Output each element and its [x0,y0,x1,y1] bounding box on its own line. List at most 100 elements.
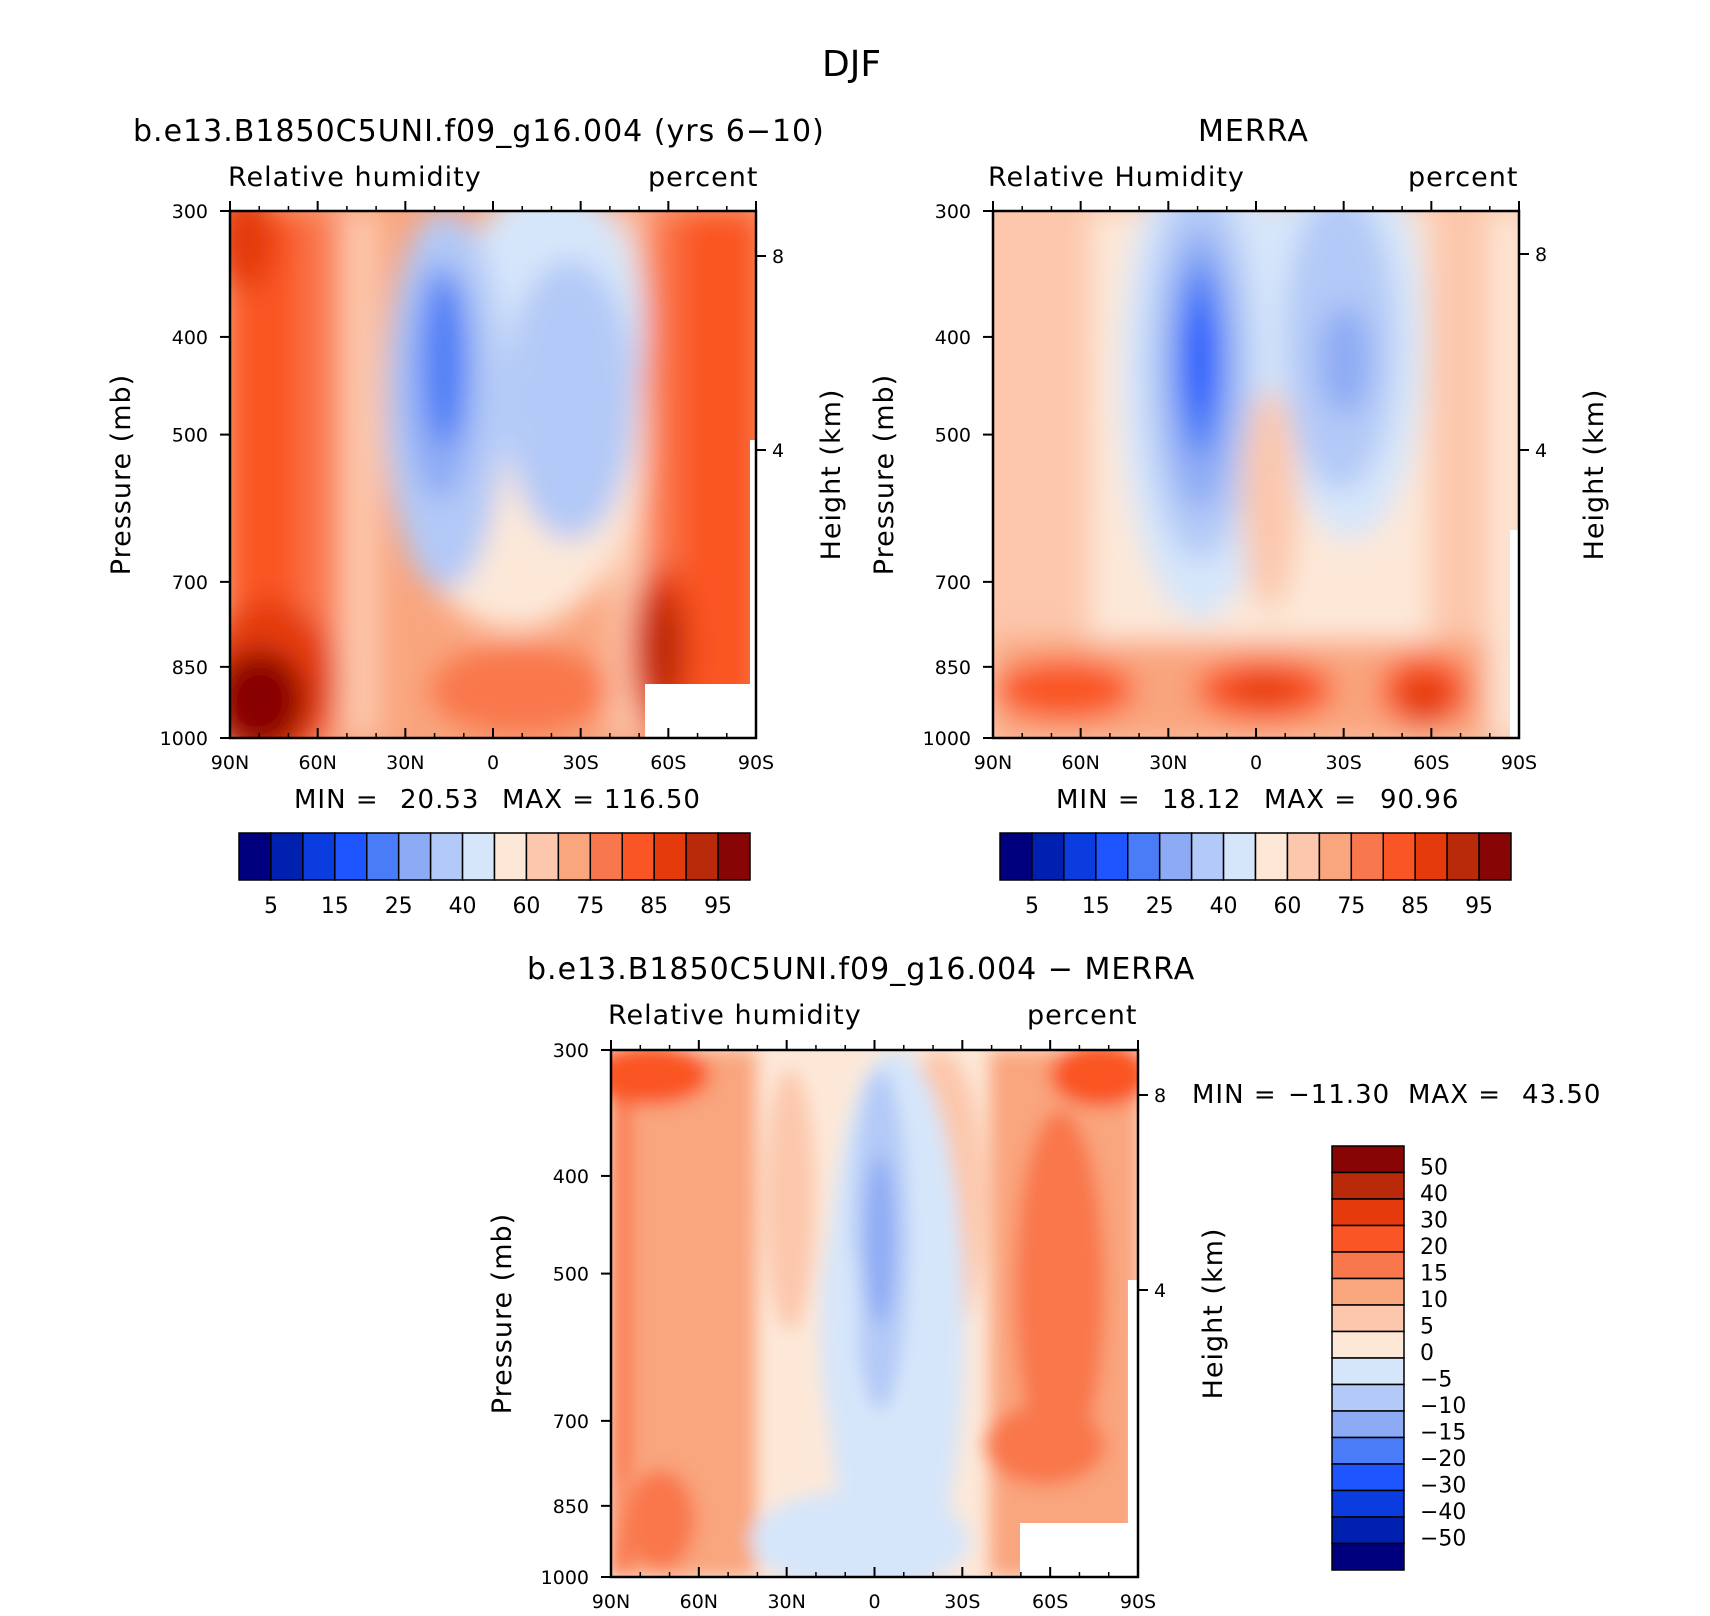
y-tick-label: 300 [553,1040,589,1062]
x-tick-label: 90S [738,752,774,774]
colorbar-swatch [1414,832,1448,881]
y-tick-label: 300 [935,201,971,223]
colorbar-swatch [302,832,336,881]
colorbar-label: −30 [1420,1474,1466,1499]
colorbar-swatch [1331,1516,1405,1545]
colorbar-label: 60 [512,894,540,919]
colorbar-swatch [1063,832,1097,881]
colorbar-swatch [1254,832,1289,881]
colorbar-swatch [589,832,623,881]
panel-2-units-label: percent [1408,162,1519,193]
y-tick-label: 1000 [160,728,208,750]
colorbar-swatch [1127,832,1161,881]
colorbar-swatch [334,832,368,881]
y-axis-title: Pressure (mb) [487,1213,518,1414]
colorbar-label: 40 [1420,1182,1448,1207]
colorbar-label: 85 [1401,894,1429,919]
height-tick-label: 8 [1154,1085,1166,1107]
panel-1-axes: 90N 60N 30N 0 30S 60S 90S 300 400 500 700 850 1000 8 4… [106,201,847,774]
colorbar-swatch [461,832,496,881]
colorbar-swatch [1331,1145,1405,1174]
panel-1-variable-label: Relative humidity [228,162,482,193]
colorbar-swatch [1158,832,1193,881]
panel-2-max-label: MAX = [1264,785,1358,815]
x-tick-label: 30N [1149,752,1187,774]
panel-3-min-label: MIN = [1192,1080,1277,1110]
panel-2-contour-fill [993,211,1519,738]
colorbar-swatch [1331,1542,1405,1571]
y-tick-label: 300 [172,201,208,223]
panel-1-min-label: MIN = [294,785,379,815]
y-tick-label: 850 [553,1496,589,1518]
y-tick-label: 400 [172,327,208,349]
colorbar-swatch [493,832,528,881]
panel-3-max-value: 43.50 [1522,1080,1602,1110]
panel-3-missing-strip [1128,1280,1138,1577]
panel-2-missing-strip [1510,530,1519,738]
y-tick-label: 500 [935,425,971,447]
colorbar-swatch [1331,1489,1405,1518]
colorbar-swatch [1031,832,1065,881]
x-tick-label: 60N [1061,752,1099,774]
colorbar-label: 0 [1420,1341,1434,1366]
y-tick-label: 850 [172,657,208,679]
x-tick-label: 0 [1250,752,1262,774]
colorbar-label: 10 [1420,1288,1448,1313]
colorbar-swatch [1331,1198,1405,1227]
panel-3-plot-area [611,1050,1138,1577]
panel-1-contour-fill [230,211,756,738]
y-tick-label: 1000 [923,728,971,750]
colorbar-label: 15 [1420,1262,1448,1287]
colorbar-swatch [1331,1463,1405,1492]
colorbar-swatch [1318,832,1353,881]
colorbar-swatch [621,832,655,881]
colorbar-swatch [1095,832,1129,881]
y-tick-label: 500 [172,425,208,447]
panel-3-axes: 90N 60N 30N 0 30S 60S 90S 300 400 500 700 850 1000 8 4… [487,1040,1229,1613]
panel-2-variable-label: Relative Humidity [988,162,1245,193]
x-tick-label: 90N [592,1591,630,1613]
colorbar-swatch [1190,832,1225,881]
panel-1-title: b.e13.B1850C5UNI.f09_g16.004 (yrs 6−10) [133,114,825,149]
panel-3-min-value: −11.30 [1288,1080,1391,1110]
height-tick-label: 4 [1154,1280,1166,1302]
panel-1-max-value: 116.50 [604,785,701,815]
panel-3-missing-region [1020,1523,1138,1577]
y-tick-label: 400 [553,1166,589,1188]
height-tick-label: 4 [1535,440,1547,462]
y-tick-label: 850 [935,657,971,679]
right-axis-title: Height (km) [1579,389,1610,561]
colorbar-label: 40 [1210,894,1238,919]
x-tick-label: 30S [563,752,599,774]
x-tick-label: 90S [1501,752,1537,774]
colorbar-label: 5 [264,894,278,919]
x-tick-label: 60S [1413,752,1449,774]
panel-1-plot-area [230,211,756,738]
colorbar-swatch [685,832,719,881]
panel-2-title: MERRA [1198,114,1309,149]
colorbar-swatch [1222,832,1257,881]
colorbar-swatch [1331,1224,1405,1253]
colorbar-swatch [999,832,1033,881]
colorbar-label: −10 [1420,1394,1466,1419]
colorbar-panel-1: 5 15 25 40 60 75 85 95 [238,832,751,919]
colorbar-swatch [366,832,400,881]
colorbar-swatch [1331,1277,1405,1306]
y-tick-label: 700 [935,572,971,594]
panel-1-units-label: percent [648,162,759,193]
colorbar-swatch [1478,832,1512,881]
x-tick-label: 30N [386,752,424,774]
y-tick-label: 400 [935,327,971,349]
colorbar-label: 25 [1146,894,1174,919]
colorbar-swatch [1331,1410,1405,1439]
colorbar-label: −5 [1420,1368,1452,1393]
right-axis-title: Height (km) [1198,1228,1229,1400]
x-tick-label: 90N [974,752,1012,774]
colorbar-swatch [1446,832,1480,881]
panel-3-title: b.e13.B1850C5UNI.f09_g16.004 − MERRA [527,952,1196,987]
colorbar-label: 20 [1420,1235,1448,1260]
colorbar-label: 75 [1337,894,1365,919]
panel-3-variable-label: Relative humidity [608,1000,862,1031]
colorbar-swatch [1331,1357,1405,1386]
